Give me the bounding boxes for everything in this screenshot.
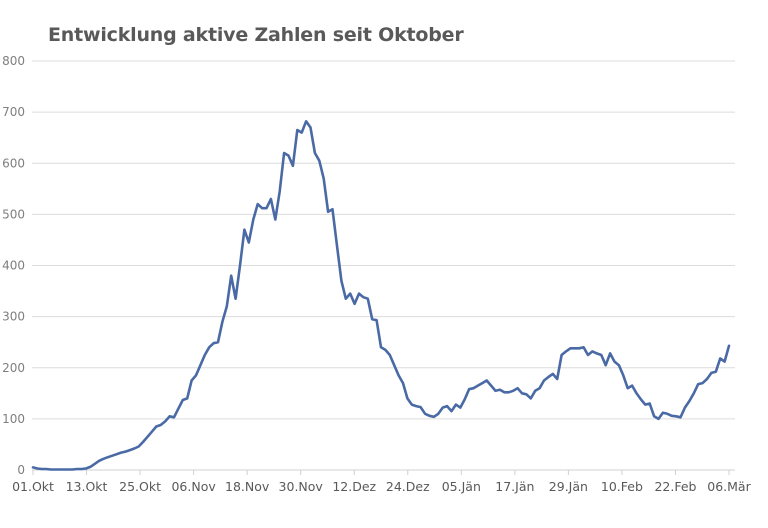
y-gridlines (32, 60, 735, 471)
y-tick-label: 0 (17, 463, 25, 477)
y-tick-label: 700 (2, 105, 25, 119)
y-tick-label: 100 (2, 412, 25, 426)
x-tick-label: 17.Jän (495, 479, 534, 494)
x-tick-label: 13.Okt (66, 479, 108, 494)
x-tick-label: 10.Feb (601, 479, 643, 494)
data-line (31, 120, 731, 471)
x-tick-label: 18.Nov (225, 479, 270, 494)
y-axis-labels: 0 100 200 300 400 500 600 700 800 (2, 54, 25, 477)
x-tick-label: 30.Nov (279, 479, 324, 494)
y-tick-label: 400 (2, 259, 25, 273)
x-tick-label: 29.Jän (549, 479, 588, 494)
y-tick-label: 500 (2, 207, 25, 221)
x-tick-label: 24.Dez (386, 479, 430, 494)
x-tick-label: 06.Nov (171, 479, 216, 494)
x-tick-label: 05.Jän (442, 479, 481, 494)
y-tick-label: 600 (2, 156, 25, 170)
y-tick-label: 300 (2, 310, 25, 324)
y-tick-label: 200 (2, 361, 25, 375)
x-tick-label: 01.Okt (12, 479, 54, 494)
x-tick-label: 12.Dez (332, 479, 376, 494)
y-tick-label: 800 (2, 54, 25, 68)
x-tick-label: 22.Feb (654, 479, 696, 494)
x-tick-label: 25.Okt (119, 479, 161, 494)
chart-title: Entwicklung aktive Zahlen seit Oktober (48, 24, 464, 46)
x-tick-label: 06.Mär (707, 479, 751, 494)
x-axis: 01.Okt 13.Okt 25.Okt 06.Nov 18.Nov 30.Nov 12.D… (12, 470, 752, 494)
